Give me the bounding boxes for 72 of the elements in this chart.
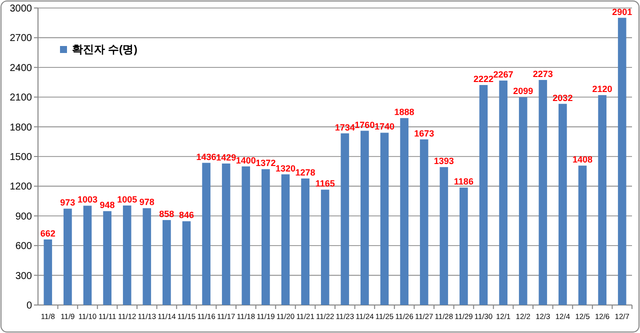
bar (182, 221, 191, 305)
data-label: 978 (139, 197, 154, 208)
data-label: 1393 (434, 156, 454, 166)
data-label: 846 (178, 210, 194, 220)
bar (301, 178, 310, 305)
bar (44, 239, 52, 305)
y-tick-label: 1800 (10, 122, 32, 134)
bar (578, 166, 587, 305)
y-tick-label: 3000 (10, 4, 32, 14)
y-tick-label: 900 (15, 211, 32, 222)
y-tick-label: 2100 (10, 92, 32, 104)
data-label: 1760 (354, 120, 375, 130)
bar (380, 132, 389, 305)
data-label: 1320 (275, 163, 296, 174)
data-label: 858 (159, 209, 174, 220)
bar (222, 164, 230, 305)
bar (538, 80, 548, 305)
bar (440, 167, 448, 305)
data-label: 2222 (473, 74, 494, 84)
bar (281, 174, 290, 305)
data-label: 1278 (295, 167, 316, 178)
legend-label: 확진자 수(명) (72, 44, 138, 56)
data-label: 1165 (315, 178, 335, 189)
data-label: 2032 (552, 92, 573, 103)
bar (162, 220, 171, 305)
data-label: 2099 (513, 86, 534, 96)
bar (103, 211, 112, 305)
data-label: 1734 (334, 122, 355, 132)
data-label: 1372 (256, 158, 276, 168)
bar (83, 206, 92, 305)
data-label: 1673 (414, 128, 434, 138)
bar (262, 169, 270, 305)
data-label: 973 (60, 198, 76, 208)
bar (400, 118, 408, 305)
data-label: 1408 (572, 154, 593, 165)
bar (242, 166, 250, 305)
data-label: 2273 (532, 68, 553, 79)
y-tick-label: 1500 (10, 152, 32, 163)
bar (122, 206, 132, 305)
bar (202, 162, 210, 305)
data-label: 1429 (216, 152, 236, 163)
bar (499, 80, 508, 305)
data-label: 1436 (196, 152, 216, 162)
bar (360, 130, 369, 305)
data-label: 2901 (612, 6, 632, 17)
bar (460, 188, 468, 305)
data-label: 2267 (493, 70, 514, 80)
data-label: 948 (100, 200, 115, 210)
data-label: 1740 (374, 122, 395, 132)
y-tick-label: 2700 (10, 33, 32, 44)
bar (340, 133, 350, 305)
y-tick-label: 0 (26, 300, 32, 312)
y-tick-label: 2400 (10, 62, 32, 74)
bar (420, 139, 428, 305)
y-tick-label: 300 (15, 270, 32, 282)
data-label: 2120 (592, 84, 612, 94)
data-label: 1888 (394, 107, 414, 118)
data-label: 1003 (77, 194, 98, 205)
bar (320, 190, 330, 305)
bar (142, 208, 152, 305)
bar (558, 104, 567, 305)
bar (618, 18, 626, 305)
bar (598, 95, 606, 305)
bar (479, 85, 488, 305)
bar (64, 208, 72, 305)
data-label: 1005 (117, 194, 138, 205)
y-tick-label: 1200 (10, 182, 32, 193)
y-tick-label: 600 (15, 241, 32, 252)
data-label: 1400 (236, 155, 256, 166)
data-label: 662 (40, 228, 56, 238)
data-label: 1186 (454, 176, 474, 187)
bar (518, 97, 528, 305)
